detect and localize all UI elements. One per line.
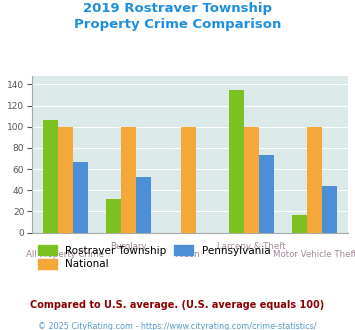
Bar	[229, 90, 244, 233]
Text: Burglary: Burglary	[110, 242, 147, 250]
Bar	[136, 177, 151, 233]
Text: Motor Vehicle Theft: Motor Vehicle Theft	[273, 250, 355, 259]
Text: Compared to U.S. average. (U.S. average equals 100): Compared to U.S. average. (U.S. average …	[31, 300, 324, 310]
Text: Larceny & Theft: Larceny & Theft	[217, 242, 285, 250]
Bar	[259, 155, 274, 233]
Bar	[307, 127, 322, 233]
Bar	[58, 127, 73, 233]
Text: © 2025 CityRating.com - https://www.cityrating.com/crime-statistics/: © 2025 CityRating.com - https://www.city…	[38, 322, 317, 330]
Bar	[43, 120, 58, 233]
Bar	[292, 214, 307, 233]
Bar	[244, 127, 259, 233]
Bar	[322, 186, 337, 233]
Bar	[73, 162, 88, 233]
Text: All Property Crime: All Property Crime	[26, 250, 104, 259]
Legend: Rostraver Township, National, Pennsylvania: Rostraver Township, National, Pennsylvan…	[34, 241, 274, 274]
Bar	[121, 127, 136, 233]
Text: Arson: Arson	[176, 250, 200, 259]
Bar	[106, 199, 121, 233]
Text: 2019 Rostraver Township
Property Crime Comparison: 2019 Rostraver Township Property Crime C…	[74, 2, 281, 31]
Bar	[181, 127, 196, 233]
